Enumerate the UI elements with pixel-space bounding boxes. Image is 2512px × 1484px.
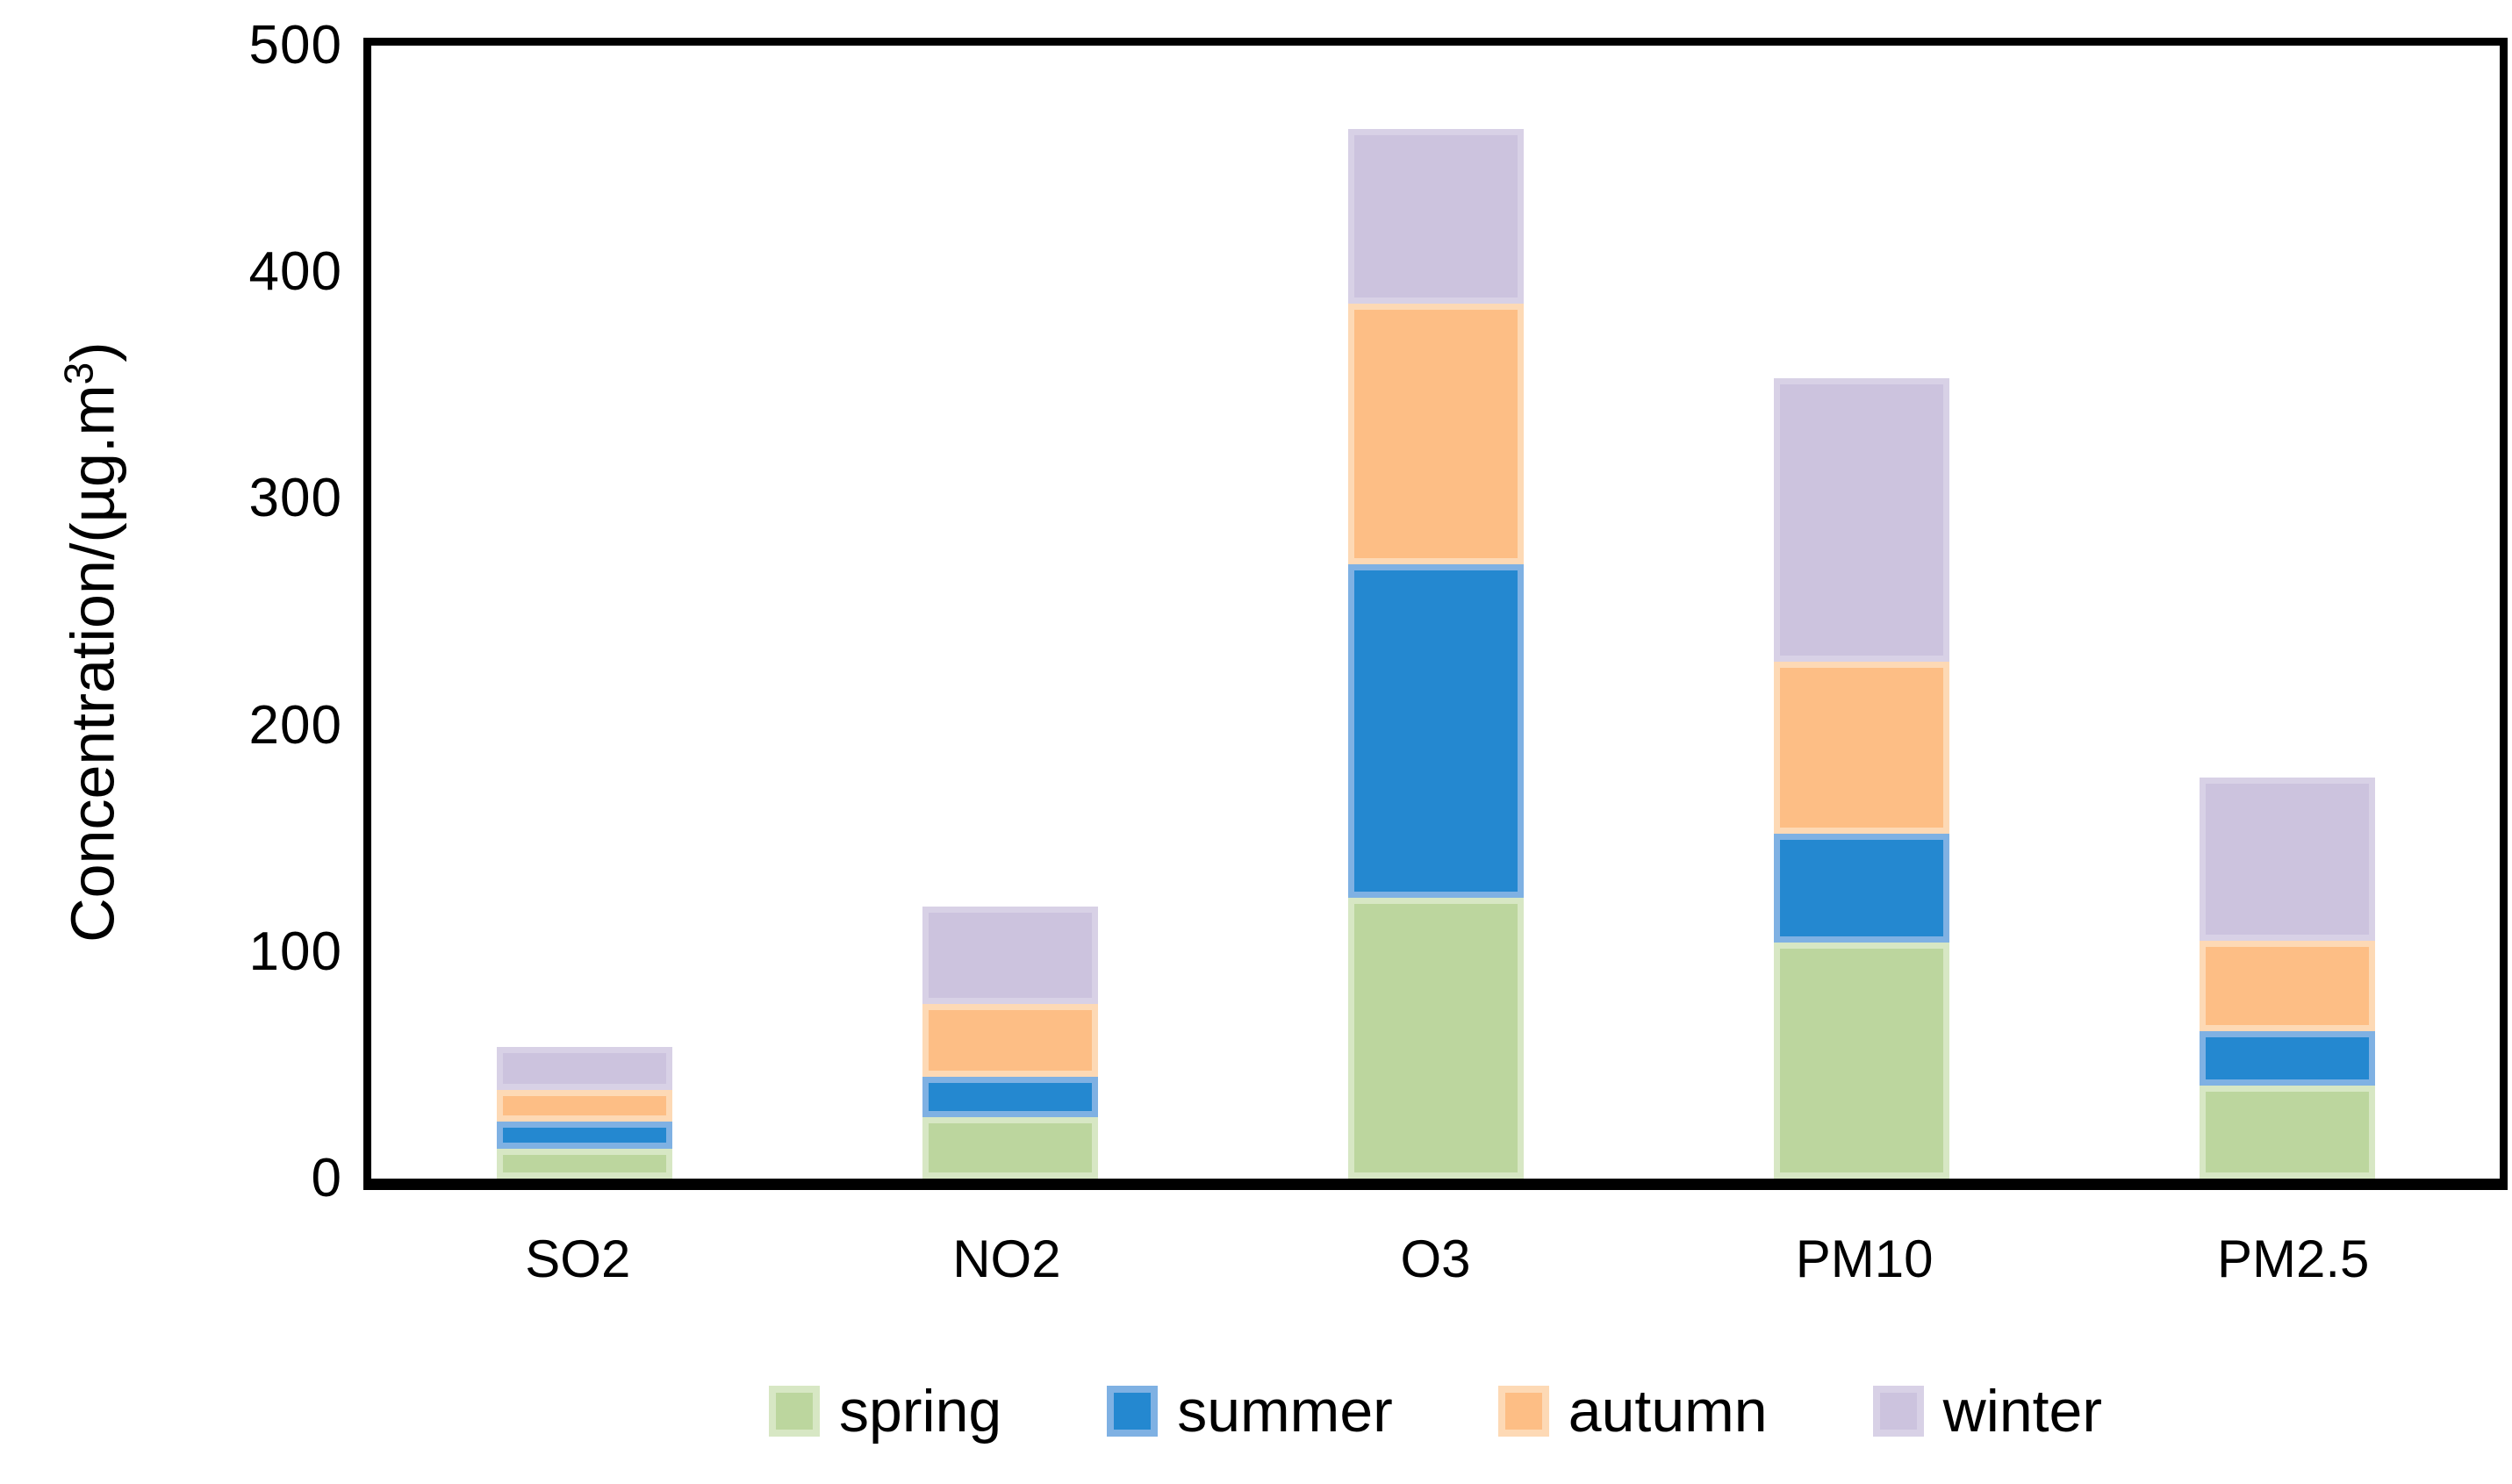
y-tick-300: 300 [248, 468, 342, 528]
legend-item-autumn: autumn [1497, 1378, 1768, 1445]
legend-item-winter: winter [1872, 1378, 2102, 1445]
bar-slot-SO2 [371, 46, 797, 1179]
bar-segment-PM10-spring [1773, 943, 1949, 1179]
bar-slot-O3 [1223, 46, 1648, 1179]
bar-segment-PM2.5-summer [2199, 1031, 2375, 1086]
legend-swatch-summer [1107, 1386, 1159, 1437]
plot-area [363, 38, 2508, 1190]
legend-swatch-winter [1872, 1386, 1924, 1437]
bar-slot-NO2 [797, 46, 1223, 1179]
bar-O3 [1347, 129, 1524, 1179]
bar-segment-NO2-spring [922, 1117, 1098, 1179]
bar-segment-SO2-winter [496, 1047, 672, 1090]
y-tick-200: 200 [248, 695, 342, 756]
x-axis-labels: SO2 NO2 O3 PM10 PM2.5 [363, 1229, 2508, 1289]
bar-slot-PM2.5 [2074, 46, 2500, 1179]
bar-PM10 [1773, 378, 1949, 1179]
legend-swatch-autumn [1497, 1386, 1549, 1437]
legend-label-summer: summer [1177, 1378, 1393, 1445]
x-tick-SO2: SO2 [525, 1229, 631, 1288]
y-axis-title: Concentration/(µg.m3) [55, 341, 127, 943]
bar-segment-NO2-winter [922, 907, 1098, 1004]
y-tick-500: 500 [248, 15, 342, 75]
x-tick-PM10: PM10 [1795, 1229, 1934, 1288]
bar-segment-SO2-summer [496, 1122, 672, 1149]
y-tick-0: 0 [311, 1148, 342, 1208]
bar-segment-O3-autumn [1347, 304, 1524, 564]
bar-segment-O3-spring [1347, 898, 1524, 1179]
legend-swatch-spring [769, 1386, 820, 1437]
chart-legend: spring summer autumn winter [363, 1381, 2508, 1441]
bar-segment-PM2.5-autumn [2199, 941, 2375, 1031]
legend-item-summer: summer [1107, 1381, 1393, 1441]
y-tick-100: 100 [248, 921, 342, 982]
bar-segment-PM10-summer [1773, 834, 1949, 943]
bar-segment-PM10-winter [1773, 378, 1949, 662]
bar-NO2 [922, 907, 1098, 1179]
bar-SO2 [496, 1047, 672, 1179]
bar-segment-SO2-spring [496, 1149, 672, 1179]
bar-segment-NO2-summer [922, 1077, 1098, 1117]
x-tick-PM2.5: PM2.5 [2216, 1229, 2370, 1288]
bar-segment-PM2.5-spring [2199, 1086, 2375, 1179]
bar-segment-SO2-autumn [496, 1090, 672, 1122]
bar-segment-O3-winter [1347, 129, 1524, 304]
y-tick-400: 400 [248, 241, 342, 302]
bar-segment-NO2-autumn [922, 1004, 1098, 1077]
bar-slot-PM10 [1648, 46, 2074, 1179]
bar-PM2.5 [2199, 778, 2375, 1179]
bar-segment-PM10-autumn [1773, 662, 1949, 834]
bar-segment-O3-summer [1347, 564, 1524, 898]
legend-label-autumn: autumn [1568, 1378, 1768, 1445]
bar-segment-PM2.5-winter [2199, 778, 2375, 941]
x-tick-O3: O3 [1400, 1229, 1471, 1288]
legend-item-spring: spring [769, 1381, 1001, 1441]
x-tick-NO2: NO2 [952, 1229, 1061, 1288]
legend-label-spring: spring [839, 1378, 1002, 1445]
legend-label-winter: winter [1942, 1378, 2102, 1445]
